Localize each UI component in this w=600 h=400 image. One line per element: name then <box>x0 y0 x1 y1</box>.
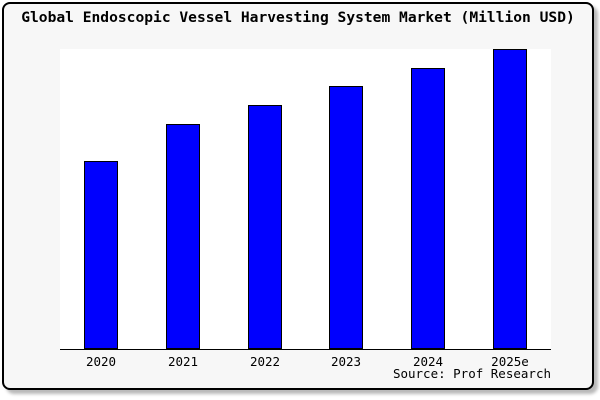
x-axis-label-2024: 2024 <box>412 354 444 369</box>
bar-2025e <box>493 49 527 349</box>
bar-2023 <box>329 86 363 349</box>
bar-2021 <box>166 124 200 349</box>
chart-card: Global Endoscopic Vessel Harvesting Syst… <box>2 2 594 390</box>
x-axis-label-2022: 2022 <box>249 354 281 369</box>
bar-2020 <box>84 161 118 349</box>
bar-2022 <box>248 105 282 349</box>
x-axis-label-2025e: 2025e <box>491 354 529 369</box>
x-axis-label-2023: 2023 <box>330 354 362 369</box>
bar-2024 <box>411 68 445 349</box>
source-credit: Source: Prof Research <box>392 366 551 381</box>
x-axis-label-2020: 2020 <box>85 354 117 369</box>
plot-area <box>60 49 551 350</box>
x-axis-label-2021: 2021 <box>167 354 199 369</box>
chart-title: Global Endoscopic Vessel Harvesting Syst… <box>21 9 575 26</box>
